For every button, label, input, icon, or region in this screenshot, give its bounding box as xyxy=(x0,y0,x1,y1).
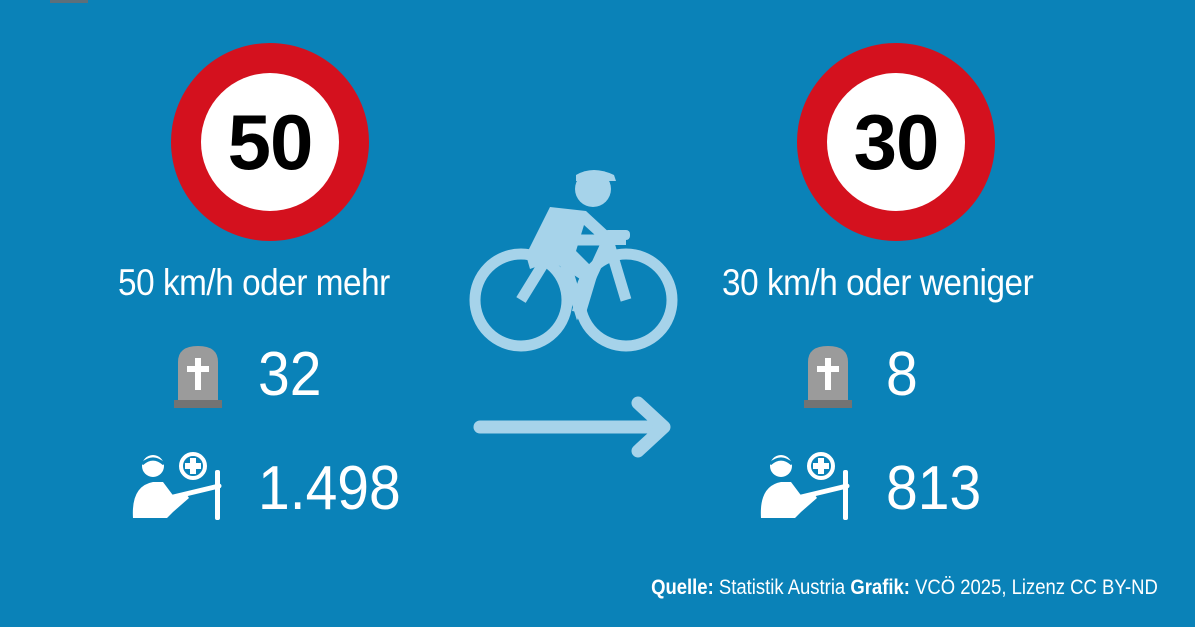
injured-left: 1.498 xyxy=(258,454,401,523)
source-credit: Quelle: Statistik Austria Grafik: VCÖ 20… xyxy=(651,576,1158,600)
deaths-left: 32 xyxy=(258,340,322,409)
speed-sign-number: 50 xyxy=(227,98,314,186)
gravestone-icon xyxy=(804,346,852,408)
speed-sign-number: 30 xyxy=(853,98,940,186)
speed-sign-30: 30 xyxy=(797,43,995,241)
cyclist-icon xyxy=(469,170,678,352)
injured-person-icon xyxy=(132,452,222,520)
corner-tab xyxy=(50,0,88,3)
injured-right: 813 xyxy=(886,454,982,523)
arrow-right-icon xyxy=(473,396,671,458)
deaths-right: 8 xyxy=(886,340,918,409)
speed-sign-50: 50 xyxy=(171,43,369,241)
graphic-text: VCÖ 2025, Lizenz CC BY-ND xyxy=(915,576,1158,599)
gravestone-icon xyxy=(174,346,222,408)
source-label: Quelle: xyxy=(651,576,714,599)
source-text: Statistik Austria xyxy=(719,576,846,599)
heading-right: 30 km/h oder weniger xyxy=(722,262,1034,303)
heading-left: 50 km/h oder mehr xyxy=(118,262,390,303)
graphic-label: Grafik: xyxy=(850,576,911,599)
injured-person-icon xyxy=(760,452,850,520)
